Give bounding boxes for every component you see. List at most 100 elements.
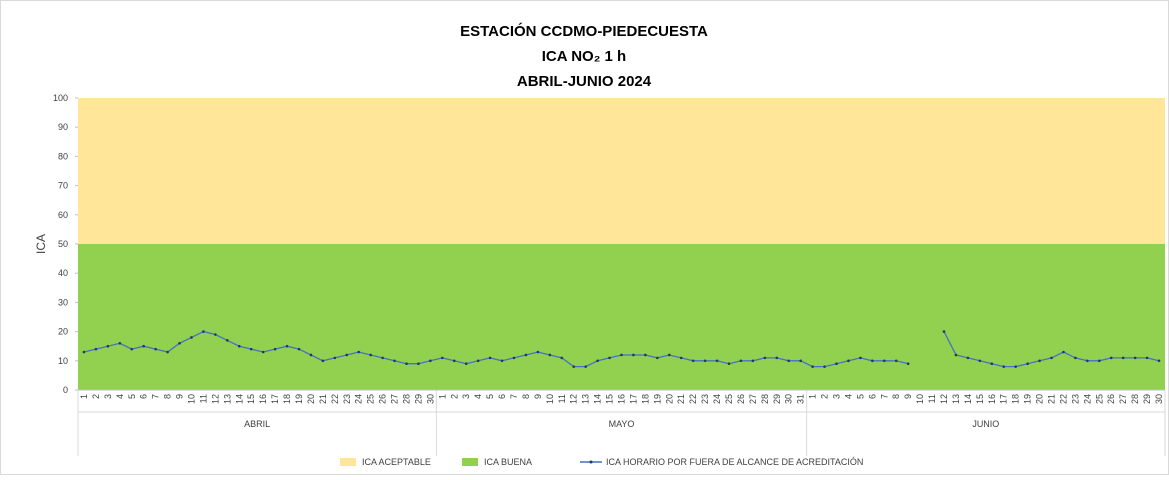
x-tick-label: 16 (617, 394, 627, 404)
point (82, 350, 86, 354)
point (166, 350, 169, 354)
x-tick-label: 16 (987, 394, 997, 404)
x-tick-label: 19 (294, 394, 304, 404)
y-tick-label: 80 (58, 151, 68, 161)
point (560, 356, 564, 360)
point (751, 359, 755, 363)
point (488, 356, 492, 360)
y-tick-label: 0 (63, 385, 68, 395)
x-tick-label: 18 (640, 394, 650, 404)
point (1014, 365, 1017, 368)
x-tick-label: 25 (724, 394, 734, 404)
x-tick-label: 8 (521, 394, 531, 399)
point (835, 362, 838, 366)
point (596, 359, 599, 363)
y-tick-label: 60 (58, 210, 68, 220)
x-tick-label: 14 (234, 394, 244, 404)
point (799, 359, 802, 363)
y-tick-label: 100 (53, 93, 68, 103)
x-tick-label: 27 (748, 394, 758, 404)
x-tick-label: 7 (879, 394, 889, 399)
legend-label: ICA ACEPTABLE (362, 457, 431, 467)
x-tick-label: 5 (127, 394, 137, 399)
x-tick-label: 30 (784, 394, 794, 404)
point (787, 359, 791, 363)
point (452, 359, 456, 363)
x-tick-label: 23 (1070, 394, 1080, 404)
x-tick-label: 7 (151, 394, 161, 399)
x-tick-label: 24 (354, 394, 364, 404)
point (261, 350, 265, 354)
point (441, 356, 444, 360)
point (679, 356, 683, 360)
point (548, 353, 552, 357)
legend-swatch (462, 458, 478, 466)
point (226, 339, 229, 342)
x-tick-label: 9 (533, 394, 543, 399)
x-tick-label: 13 (581, 394, 591, 404)
month-label: JUNIO (972, 419, 999, 429)
x-tick-label: 12 (939, 394, 949, 404)
x-tick-label: 10 (545, 394, 555, 404)
point (1157, 359, 1161, 363)
x-tick-label: 12 (210, 394, 220, 404)
x-tick-label: 17 (628, 394, 638, 404)
point (237, 344, 241, 348)
x-tick-label: 22 (688, 394, 698, 404)
x-tick-label: 28 (760, 394, 770, 404)
x-tick-label: 29 (1142, 394, 1152, 404)
x-tick-label: 30 (425, 394, 435, 404)
x-tick-label: 14 (593, 394, 603, 404)
point (1133, 356, 1137, 360)
x-tick-label: 21 (1047, 394, 1057, 404)
x-tick-label: 10 (915, 394, 925, 404)
x-tick-label: 29 (772, 394, 782, 404)
x-tick-label: 2 (449, 394, 459, 399)
x-tick-label: 18 (1011, 394, 1021, 404)
point (285, 344, 289, 348)
x-tick-label: 6 (497, 394, 507, 399)
x-tick-label: 11 (927, 394, 937, 403)
point (429, 359, 432, 363)
x-tick-label: 1 (79, 394, 89, 399)
y-tick-label: 90 (58, 122, 68, 132)
x-tick-label: 13 (222, 394, 232, 404)
point (1050, 356, 1053, 360)
point (1002, 365, 1006, 368)
point (381, 356, 384, 360)
x-tick-label: 28 (1130, 394, 1140, 404)
x-tick-label: 26 (736, 394, 746, 404)
x-tick-label: 15 (246, 394, 256, 404)
x-tick-label: 4 (843, 394, 853, 399)
x-tick-label: 8 (163, 394, 173, 399)
x-tick-label: 17 (270, 394, 280, 404)
point (739, 359, 743, 363)
month-label: ABRIL (244, 419, 270, 429)
point (703, 359, 707, 363)
point (1109, 356, 1113, 360)
x-tick-label: 24 (1082, 394, 1092, 404)
x-tick-label: 25 (1094, 394, 1104, 404)
y-tick-label: 30 (58, 297, 68, 307)
x-tick-label: 19 (1023, 394, 1033, 404)
point (763, 356, 767, 360)
legend-label: ICA BUENA (484, 457, 532, 467)
point (871, 359, 874, 363)
point (942, 330, 946, 333)
point (572, 365, 576, 368)
x-tick-label: 2 (91, 394, 101, 399)
title: ESTACIÓN CCDMO-PIEDECUESTA (460, 22, 708, 40)
point (882, 359, 886, 363)
x-tick-label: 7 (509, 394, 519, 399)
x-tick-label: 22 (1058, 394, 1068, 404)
x-tick-label: 23 (700, 394, 710, 404)
x-tick-label: 11 (198, 394, 208, 403)
point (190, 336, 193, 339)
point (584, 365, 587, 368)
point (130, 347, 134, 351)
x-tick-label: 5 (485, 394, 495, 399)
point (906, 362, 910, 366)
x-tick-label: 21 (318, 394, 328, 404)
point (178, 341, 181, 345)
